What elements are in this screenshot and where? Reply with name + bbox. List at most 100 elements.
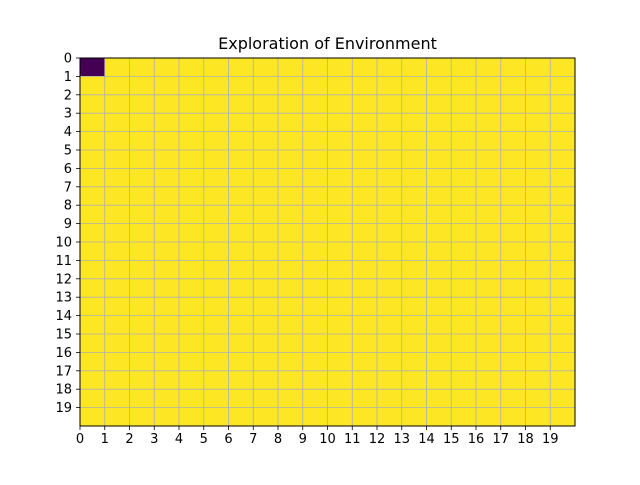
heatmap-cell [129, 205, 155, 225]
heatmap-cell [426, 334, 452, 353]
heatmap-cell [500, 94, 526, 114]
heatmap-cell [377, 407, 403, 427]
heatmap-cell [476, 205, 502, 225]
heatmap-cell [500, 278, 526, 298]
heatmap-cell [154, 131, 180, 151]
heatmap-cell [525, 150, 551, 169]
heatmap-cell [253, 113, 279, 133]
heatmap-cell [426, 370, 452, 390]
heatmap-cell [179, 131, 205, 151]
heatmap-cell [476, 223, 502, 243]
heatmap-cell [352, 150, 378, 169]
x-tick-label: 1 [101, 432, 109, 447]
heatmap-cell [401, 168, 427, 188]
heatmap-cell [476, 352, 502, 372]
heatmap-cell [500, 352, 526, 372]
heatmap-cell [154, 242, 180, 261]
chart-title: Exploration of Environment [218, 34, 437, 53]
heatmap-cell [451, 150, 477, 169]
heatmap-cell [327, 186, 353, 206]
heatmap-cell [228, 186, 254, 206]
heatmap-cell [476, 94, 502, 114]
x-tick-label: 16 [468, 432, 485, 447]
x-tick-label: 17 [492, 432, 509, 447]
heatmap-cell [500, 389, 526, 409]
heatmap-cell [377, 260, 403, 280]
heatmap-cell [352, 389, 378, 409]
heatmap-cell [426, 242, 452, 261]
heatmap-cell [401, 315, 427, 335]
heatmap-cell [500, 407, 526, 427]
heatmap-cell [302, 242, 328, 261]
heatmap-cell [104, 278, 130, 298]
heatmap-cell [80, 370, 106, 390]
heatmap-cell [179, 242, 205, 261]
heatmap-cell [203, 76, 229, 96]
heatmap-cell [500, 223, 526, 243]
heatmap-cell [550, 131, 576, 151]
heatmap-cell [525, 260, 551, 280]
heatmap-cell [179, 58, 205, 77]
heatmap-cell [401, 113, 427, 133]
heatmap-cell [451, 352, 477, 372]
y-tick-label: 16 [55, 346, 72, 361]
heatmap-cell [129, 131, 155, 151]
heatmap-cell [426, 113, 452, 133]
heatmap-cell [154, 168, 180, 188]
heatmap-cell [327, 168, 353, 188]
heatmap-cell [500, 260, 526, 280]
y-tick-label: 18 [55, 383, 72, 398]
heatmap-cell [104, 186, 130, 206]
heatmap-cell [80, 168, 106, 188]
heatmap-cell [228, 58, 254, 77]
heatmap-cell [525, 186, 551, 206]
heatmap-cell [154, 278, 180, 298]
heatmap-cell [302, 205, 328, 225]
heatmap-cell [179, 297, 205, 317]
y-tick-label: 3 [64, 107, 72, 122]
heatmap-cell [278, 94, 304, 114]
heatmap-cell [302, 278, 328, 298]
heatmap-cell [550, 370, 576, 390]
heatmap-cell [129, 242, 155, 261]
heatmap-cell [104, 260, 130, 280]
x-tick-label: 3 [150, 432, 158, 447]
x-tick-label: 7 [249, 432, 257, 447]
heatmap-cell [179, 260, 205, 280]
heatmap-cell [500, 297, 526, 317]
heatmap-cell [426, 315, 452, 335]
heatmap-cell [253, 223, 279, 243]
heatmap-cell [401, 297, 427, 317]
heatmap-cell [104, 168, 130, 188]
heatmap-cell [352, 334, 378, 353]
heatmap-cell [129, 223, 155, 243]
heatmap-cell [253, 94, 279, 114]
heatmap-cell [278, 76, 304, 96]
heatmap-cell [377, 315, 403, 335]
heatmap-cell [352, 352, 378, 372]
heatmap-cell [278, 315, 304, 335]
heatmap-cell [352, 113, 378, 133]
heatmap-cell [228, 334, 254, 353]
x-tick-label: 2 [125, 432, 133, 447]
heatmap-cell [129, 76, 155, 96]
heatmap-cell [278, 113, 304, 133]
heatmap-cell [104, 150, 130, 169]
heatmap-cell [401, 352, 427, 372]
heatmap-cell [550, 150, 576, 169]
y-tick-label: 0 [64, 52, 72, 67]
heatmap-cell [278, 297, 304, 317]
heatmap-cell [550, 389, 576, 409]
heatmap-cell [278, 334, 304, 353]
heatmap-cell [377, 168, 403, 188]
heatmap-cell [253, 131, 279, 151]
heatmap-cell [476, 76, 502, 96]
heatmap-cell [179, 407, 205, 427]
heatmap-cell [228, 315, 254, 335]
heatmap-cell [476, 389, 502, 409]
heatmap-cell [426, 278, 452, 298]
heatmap-cell [203, 223, 229, 243]
y-tick-label: 17 [55, 364, 72, 379]
heatmap-cell [278, 186, 304, 206]
